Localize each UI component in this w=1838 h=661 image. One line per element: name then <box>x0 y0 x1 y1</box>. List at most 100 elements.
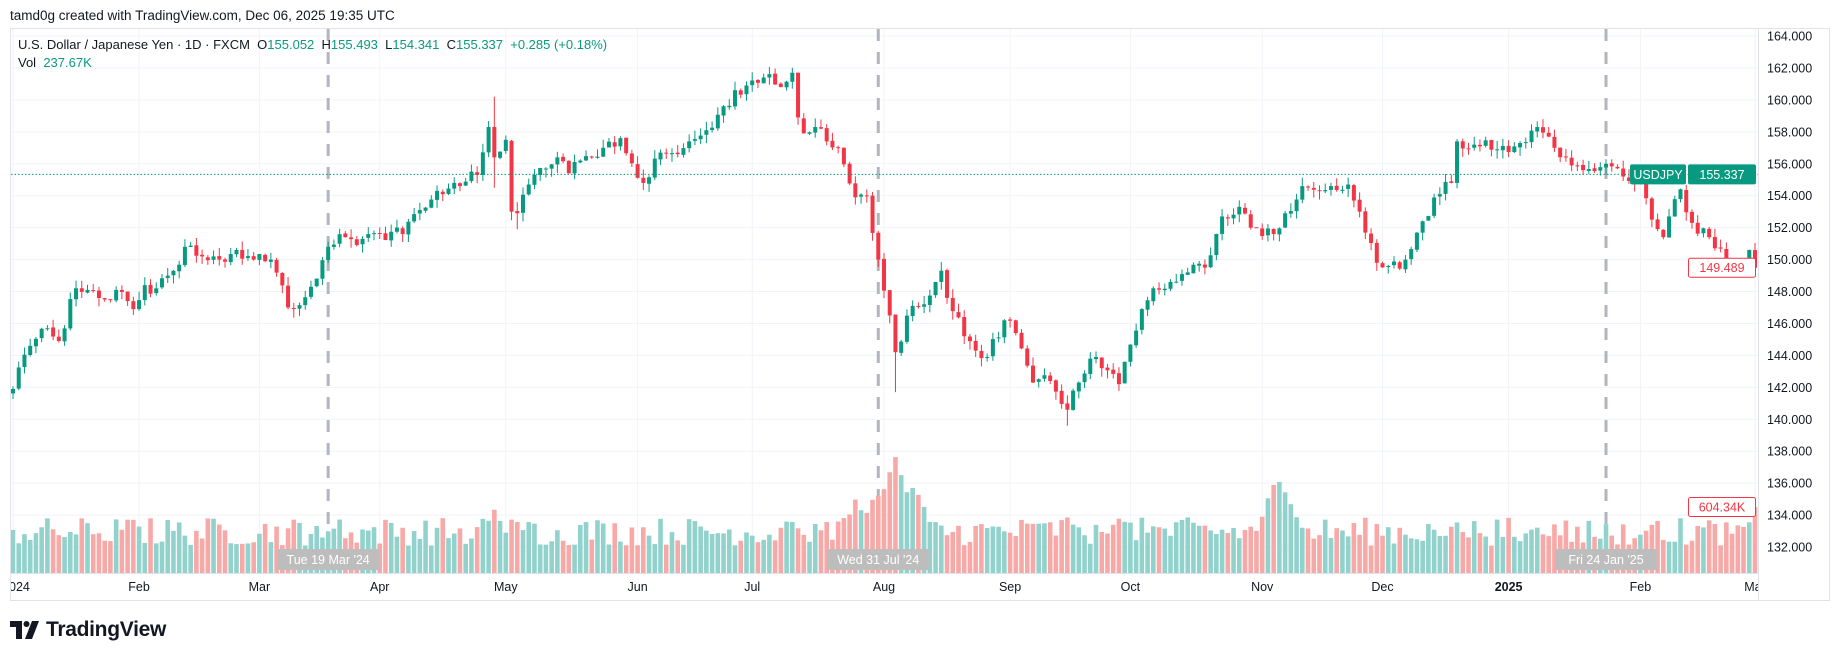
candle[interactable] <box>973 334 978 357</box>
candle[interactable] <box>750 72 755 92</box>
candle[interactable] <box>423 206 428 213</box>
candle[interactable] <box>1128 344 1133 367</box>
candle[interactable] <box>1157 282 1162 295</box>
candle[interactable] <box>56 329 61 343</box>
candle[interactable] <box>337 228 342 248</box>
candle[interactable] <box>1265 224 1270 242</box>
candle[interactable] <box>1317 185 1322 200</box>
candle[interactable] <box>1489 139 1494 157</box>
candle[interactable] <box>148 279 153 298</box>
candle[interactable] <box>1008 317 1013 328</box>
candle[interactable] <box>480 143 485 181</box>
candle[interactable] <box>492 96 497 188</box>
candle[interactable] <box>1346 177 1351 197</box>
candle[interactable] <box>1615 164 1620 170</box>
candle[interactable] <box>1065 395 1070 426</box>
candle[interactable] <box>647 175 652 192</box>
candle[interactable] <box>1621 160 1626 182</box>
candle[interactable] <box>990 332 995 361</box>
candle[interactable] <box>1495 140 1500 159</box>
candle[interactable] <box>1374 239 1379 271</box>
candle[interactable] <box>967 333 972 350</box>
candle[interactable] <box>446 183 451 195</box>
candle[interactable] <box>108 299 113 303</box>
candle[interactable] <box>1649 196 1654 228</box>
candle[interactable] <box>1048 372 1053 385</box>
candle[interactable] <box>1391 256 1396 269</box>
candle[interactable] <box>286 277 291 310</box>
candle[interactable] <box>767 67 772 85</box>
candle[interactable] <box>1409 246 1414 265</box>
candle[interactable] <box>555 151 560 174</box>
candle[interactable] <box>1506 140 1511 158</box>
candle[interactable] <box>1071 388 1076 411</box>
candle[interactable] <box>790 67 795 89</box>
candle[interactable] <box>406 218 411 243</box>
candle[interactable] <box>950 289 955 320</box>
candle[interactable] <box>807 131 812 135</box>
candle[interactable] <box>830 132 835 151</box>
candle[interactable] <box>882 252 886 299</box>
candle[interactable] <box>624 137 629 156</box>
candle[interactable] <box>985 353 990 362</box>
candle[interactable] <box>1042 368 1047 382</box>
candle[interactable] <box>1036 378 1041 388</box>
candle[interactable] <box>1672 195 1677 217</box>
candle[interactable] <box>457 182 462 192</box>
candle[interactable] <box>240 241 245 265</box>
candle[interactable] <box>125 291 130 306</box>
candle[interactable] <box>515 202 520 230</box>
candle[interactable] <box>715 107 720 131</box>
candle[interactable] <box>1363 207 1368 240</box>
candle[interactable] <box>1701 227 1706 238</box>
candle[interactable] <box>1586 160 1591 175</box>
candle[interactable] <box>904 309 909 344</box>
candle[interactable] <box>131 296 136 315</box>
candle[interactable] <box>1237 200 1242 223</box>
candle[interactable] <box>274 257 279 277</box>
candle[interactable] <box>1540 119 1545 139</box>
candle[interactable] <box>1712 228 1717 251</box>
candle[interactable] <box>584 150 589 162</box>
candle[interactable] <box>738 88 743 99</box>
candle[interactable] <box>945 268 950 304</box>
candle[interactable] <box>1231 208 1236 225</box>
candle[interactable] <box>652 150 657 181</box>
candle[interactable] <box>1684 184 1689 221</box>
candle[interactable] <box>96 286 101 307</box>
candle[interactable] <box>326 241 331 263</box>
candle[interactable] <box>1351 183 1356 208</box>
candle[interactable] <box>893 314 898 393</box>
candle[interactable] <box>1076 381 1081 399</box>
candle[interactable] <box>1139 308 1144 335</box>
candle[interactable] <box>440 189 445 202</box>
candle[interactable] <box>761 73 766 84</box>
candle[interactable] <box>1082 370 1087 388</box>
candle[interactable] <box>200 249 205 264</box>
candle[interactable] <box>692 130 697 146</box>
candle[interactable] <box>1162 283 1167 296</box>
candle[interactable] <box>813 118 818 138</box>
candle[interactable] <box>486 121 491 158</box>
candle[interactable] <box>922 296 927 314</box>
candle[interactable] <box>1179 269 1184 286</box>
candle[interactable] <box>612 136 617 154</box>
candle[interactable] <box>1357 192 1362 218</box>
candle[interactable] <box>910 300 915 322</box>
candle[interactable] <box>916 302 921 309</box>
candle[interactable] <box>1013 319 1018 336</box>
candle[interactable] <box>859 193 864 204</box>
candle[interactable] <box>51 319 56 341</box>
candle[interactable] <box>727 99 732 110</box>
candle[interactable] <box>1563 149 1568 162</box>
candle[interactable] <box>549 163 554 177</box>
candle[interactable] <box>933 281 938 298</box>
candle[interactable] <box>561 153 566 164</box>
candle[interactable] <box>1300 177 1305 204</box>
candle[interactable] <box>1271 228 1276 241</box>
candle[interactable] <box>744 81 749 101</box>
candle[interactable] <box>343 231 348 238</box>
candle[interactable] <box>1535 121 1540 138</box>
candle[interactable] <box>675 145 680 158</box>
candle[interactable] <box>137 291 142 311</box>
